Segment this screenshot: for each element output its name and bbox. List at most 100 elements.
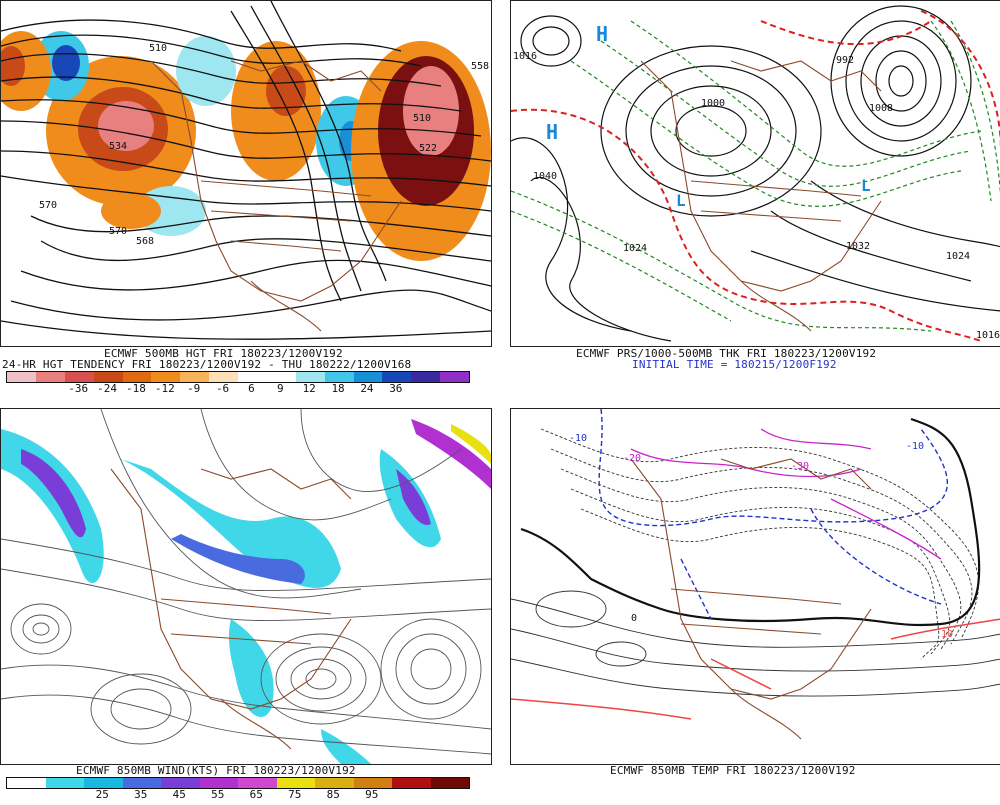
legend-tick-label: 85 [326, 788, 340, 801]
temp-label: 0 [631, 613, 637, 624]
contour-label: 522 [419, 143, 437, 154]
contour-label: 534 [109, 141, 127, 152]
next-panel-edge [520, 793, 900, 805]
thickness-540-line [511, 10, 1000, 342]
panel-500mb-height: 534 570 570 568 510 522 558 510 [0, 0, 492, 347]
pressure-high-label: H [596, 22, 608, 46]
streamlines [1, 409, 491, 755]
legend-swatch [276, 778, 315, 788]
caption-pressure-thickness: ECMWF PRS/1000-500MB THK FRI 180223/1200… [576, 347, 877, 360]
legend-swatch [45, 778, 84, 788]
tendency-fill [98, 101, 154, 151]
legend-swatch [7, 778, 46, 788]
wind-fill [321, 729, 371, 764]
legend-tick-label: 9 [277, 382, 284, 395]
temp-label: -30 [791, 461, 809, 472]
temp-contours-warm [511, 590, 1000, 697]
pressure-high-label: H [546, 120, 558, 144]
wind-fill [1, 429, 104, 584]
contour-label: 558 [471, 61, 489, 72]
pressure-label: 1008 [869, 103, 893, 114]
temp-contours-red [511, 618, 1000, 720]
caption-500mb-line2: 24-HR HGT TENDENCY FRI 180223/1200V192 -… [2, 358, 412, 371]
legend-tick-label: 25 [95, 788, 109, 801]
temp-contours-magenta [630, 428, 942, 560]
pressure-label: 992 [836, 55, 854, 66]
caption-initial-time: INITIAL TIME = 180215/1200F192 [632, 358, 837, 371]
map-850mb-wind [1, 409, 491, 764]
legend-tick-label: -9 [187, 382, 201, 395]
legend-swatch [315, 778, 354, 788]
temp-label: -10 [569, 433, 587, 444]
thickness-contours [511, 20, 1000, 332]
legend-swatch [122, 778, 161, 788]
legend-tick-label: 55 [211, 788, 225, 801]
coastlines [110, 468, 352, 750]
legend-swatch [7, 372, 36, 382]
legend-tick-label: 95 [365, 788, 379, 801]
legend-tick-label: 45 [172, 788, 186, 801]
legend-tick-label: 75 [288, 788, 302, 801]
wind-fill [121, 459, 341, 588]
legend-swatch [382, 372, 412, 382]
tendency-fill [403, 66, 459, 156]
legend-tick-label: 36 [389, 382, 403, 395]
caption-850mb-wind: ECMWF 850MB WIND(KTS) FRI 180223/1200V19… [76, 764, 356, 777]
temp-zero-line [520, 417, 981, 627]
legend-swatch [324, 372, 354, 382]
temp-label: 10 [941, 629, 953, 640]
legend-swatch [440, 372, 469, 382]
pressure-label: 1016 [976, 330, 1000, 341]
wind-color-legend [6, 777, 470, 789]
pressure-label: 1024 [623, 243, 647, 254]
tendency-fill [176, 36, 236, 106]
coastlines [630, 458, 872, 740]
tendency-fill [1, 46, 25, 86]
pressure-label: 1032 [846, 241, 870, 252]
legend-tick-label: 35 [134, 788, 148, 801]
legend-swatch [35, 372, 65, 382]
panel-850mb-wind [0, 408, 492, 765]
tendency-fill [52, 45, 80, 81]
temp-contours-cold [540, 428, 979, 660]
legend-tick-label: 24 [360, 382, 374, 395]
coastlines [640, 60, 882, 332]
legend-swatch [266, 372, 296, 382]
legend-tick-label: -12 [154, 382, 175, 395]
legend-swatch [93, 372, 123, 382]
legend-swatch [238, 372, 267, 382]
tendency-fill [266, 66, 306, 116]
wind-fill [411, 419, 491, 489]
map-850mb-temp: -10 -20 -30 -10 0 10 [511, 409, 1000, 740]
legend-tick-label: 18 [331, 382, 345, 395]
legend-swatch [430, 778, 469, 788]
contour-label: 570 [109, 226, 127, 237]
pressure-low-label: L [861, 176, 871, 195]
wind-speed-shading [1, 419, 491, 764]
legend-swatch [64, 372, 94, 382]
legend-swatch [295, 372, 325, 382]
legend-swatch [238, 778, 277, 788]
legend-swatch [122, 372, 152, 382]
pressure-contours [511, 5, 1000, 342]
map-500mb-height: 534 570 570 568 510 522 558 510 [1, 1, 491, 340]
map-pressure-thickness: H H 1040 1024 1024 1000 1008 1032 992 10… [511, 5, 1000, 342]
contour-label: 568 [136, 236, 154, 247]
contour-label: 510 [149, 43, 167, 54]
legend-tick-label: -24 [97, 382, 117, 395]
contour-label: 510 [413, 113, 431, 124]
legend-swatch [209, 372, 238, 382]
legend-tick-label: 12 [302, 382, 316, 395]
tendency-fill [101, 193, 161, 229]
legend-swatch [151, 372, 181, 382]
panel-850mb-temp: -10 -20 -30 -10 0 10 [510, 408, 1000, 765]
wind-fill [451, 424, 491, 464]
caption-500mb-line1: ECMWF 500MB HGT FRI 180223/1200V192 [104, 347, 343, 360]
tendency-legend-ticks: -36 -24 -18 -12 -9 -6 6 9 12 18 24 36 [6, 382, 468, 396]
coastlines [150, 60, 402, 332]
wind-legend-ticks: 25 35 45 55 65 75 85 95 [6, 788, 468, 802]
contour-label: 570 [39, 200, 57, 211]
wind-fill [171, 534, 305, 584]
legend-tick-label: -18 [126, 382, 146, 395]
pressure-label: 1000 [701, 98, 725, 109]
